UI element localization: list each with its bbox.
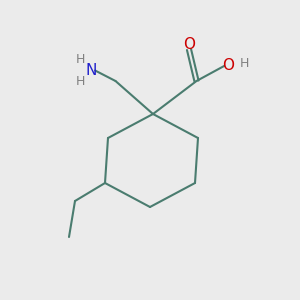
Text: H: H bbox=[240, 56, 249, 70]
Text: H: H bbox=[75, 52, 85, 66]
Text: O: O bbox=[183, 37, 195, 52]
Text: H: H bbox=[75, 75, 85, 88]
Text: O: O bbox=[222, 58, 234, 74]
Text: N: N bbox=[86, 63, 97, 78]
